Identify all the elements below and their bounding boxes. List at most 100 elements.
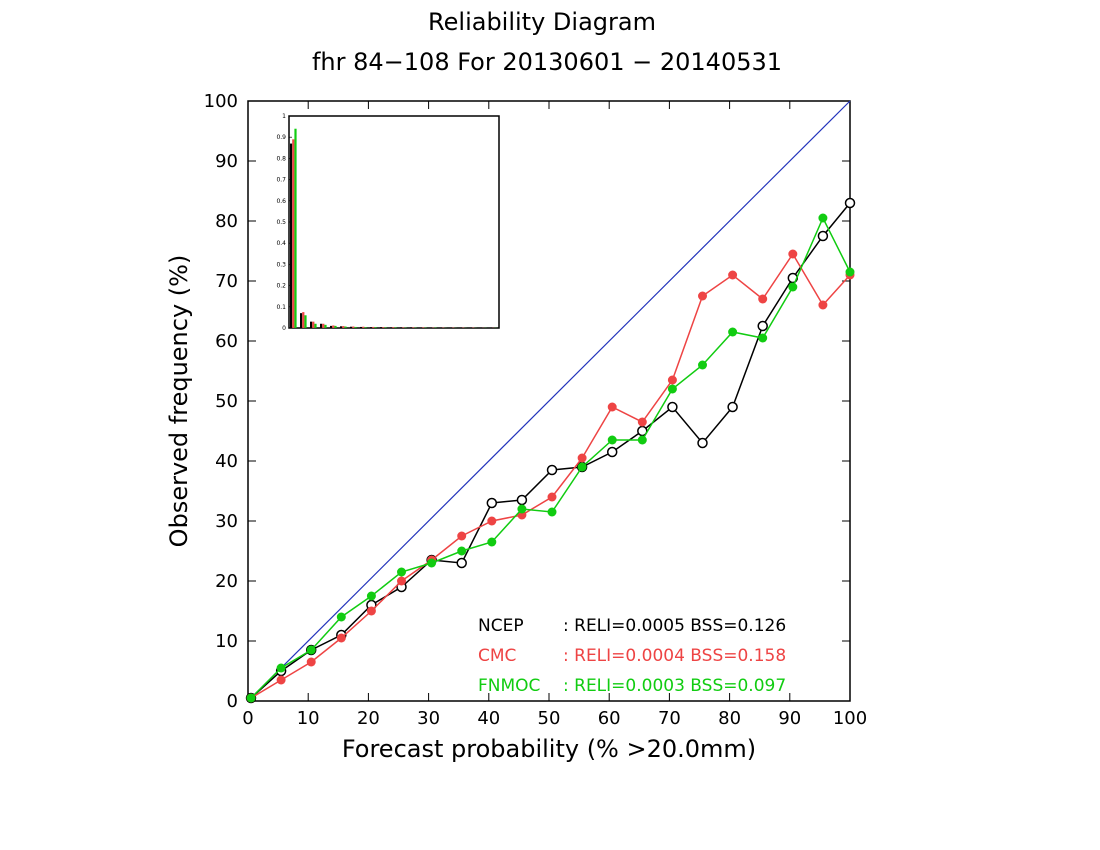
fnmoc-point	[547, 507, 557, 517]
inset-bar-ncep	[330, 325, 333, 328]
fnmoc-point	[366, 591, 376, 601]
inset-bar-fnmoc	[304, 315, 307, 328]
ncep-point	[757, 320, 768, 332]
inset-bar-cmc	[412, 327, 415, 328]
inset-bar-cmc	[392, 327, 395, 328]
ncep-point	[697, 437, 708, 449]
fnmoc-point	[336, 612, 346, 622]
inset-bar-cmc	[402, 327, 405, 328]
ncep-point	[727, 401, 738, 413]
inset-bar-fnmoc	[344, 326, 347, 328]
inset-bar-fnmoc	[294, 128, 297, 328]
y-tick-label: 10	[215, 631, 238, 652]
ncep-point	[516, 494, 528, 506]
fnmoc-point	[577, 462, 587, 472]
y-tick-label: 50	[215, 391, 238, 412]
cmc-point	[547, 492, 557, 502]
x-tick-label: 70	[658, 708, 681, 729]
legend: NCEP : RELI=0.0005 BSS=0.126 CMC : RELI=0.0…	[478, 616, 786, 696]
inset-bar-cmc	[422, 327, 425, 328]
inset-tick-label: 0	[282, 325, 286, 332]
inset-tick-label: 0.3	[276, 261, 286, 268]
legend-fnmoc-name: FNMOC	[478, 676, 540, 696]
inset-frame	[288, 115, 500, 329]
inset-bar-fnmoc	[364, 327, 367, 328]
x-tick-label: 100	[833, 708, 867, 729]
cmc-point	[336, 633, 346, 643]
inset-bar-ncep	[390, 327, 393, 328]
ncep-point	[546, 464, 558, 476]
inset-bar-ncep	[400, 327, 403, 328]
inset-tick-label: 0.7	[276, 177, 286, 184]
inset-bar-ncep	[340, 326, 343, 328]
cmc-point	[397, 576, 407, 586]
cmc-point	[698, 291, 708, 301]
cmc-point	[788, 249, 798, 259]
inset-tick-label: 0.5	[276, 219, 286, 226]
inset-bar-ncep	[360, 326, 363, 328]
cmc-point	[306, 657, 316, 667]
inset-bar-ncep	[310, 321, 313, 328]
inset-bar-ncep	[410, 327, 413, 328]
fnmoc-point	[788, 282, 798, 292]
inset-tick-label: 0.8	[276, 155, 286, 162]
inset-bar-ncep	[300, 313, 303, 328]
legend-ncep-name: NCEP	[478, 616, 524, 636]
inset-bar-cmc	[372, 326, 375, 328]
fnmoc-point	[607, 435, 617, 445]
ncep-point	[844, 197, 856, 209]
cmc-point	[758, 294, 768, 304]
legend-ncep-stats: : RELI=0.0005 BSS=0.126	[563, 616, 786, 636]
inset-bar-fnmoc	[384, 327, 387, 328]
inset-bar-cmc	[292, 139, 295, 328]
ncep-point	[667, 401, 678, 413]
fnmoc-point	[667, 384, 677, 394]
inset-tick-label: 1	[282, 113, 286, 120]
chart-title: Reliability Diagram	[428, 8, 656, 36]
inset-bar-cmc	[352, 326, 355, 328]
x-tick-label: 60	[598, 708, 621, 729]
fnmoc-point	[246, 693, 256, 703]
y-tick-label: 100	[204, 91, 238, 112]
inset-tick-label: 0.4	[276, 240, 286, 247]
fnmoc-point	[845, 267, 855, 277]
inset-bar-cmc	[382, 327, 385, 328]
x-tick-label: 90	[778, 708, 801, 729]
fnmoc-point	[487, 537, 497, 547]
legend-cmc-stats: : RELI=0.0004 BSS=0.158	[563, 646, 786, 666]
legend-cmc-name: CMC	[478, 646, 516, 666]
x-tick-label: 10	[297, 708, 320, 729]
y-tick-label: 60	[215, 331, 238, 352]
fnmoc-point	[457, 546, 467, 556]
fnmoc-point	[698, 360, 708, 370]
cmc-point	[667, 375, 677, 385]
x-tick-label: 50	[538, 708, 561, 729]
x-axis: 0 10 20 30 40 50 60 70 80 90 100	[242, 101, 867, 729]
fnmoc-point	[637, 435, 647, 445]
perfect-reliability-line	[247, 100, 851, 702]
x-tick-label: 30	[417, 708, 440, 729]
y-tick-label: 90	[215, 151, 238, 172]
inset-bar-cmc	[332, 325, 335, 328]
inset-bar-fnmoc	[334, 325, 337, 328]
inset-bar-ncep	[290, 143, 293, 328]
y-tick-label: 20	[215, 571, 238, 592]
fnmoc-point	[818, 213, 828, 223]
cmc-point	[728, 270, 738, 280]
fnmoc-point	[276, 663, 286, 673]
legend-fnmoc-stats: : RELI=0.0003 BSS=0.097	[563, 676, 786, 696]
inset-tick-label: 0.6	[276, 198, 286, 205]
fnmoc-point	[517, 504, 527, 514]
inset-bar-fnmoc	[314, 323, 317, 328]
series-layer	[245, 197, 856, 704]
fnmoc-point	[427, 558, 437, 568]
inset-bar-ncep	[370, 327, 373, 328]
x-tick-label: 0	[242, 708, 253, 729]
inset-bar-cmc	[342, 326, 345, 328]
inset-bar-ncep	[320, 323, 323, 328]
inset-tick-label: 0.1	[276, 304, 286, 311]
inset-tick-label: 0.9	[276, 134, 286, 141]
y-axis-label: Observed frequency (%)	[165, 255, 193, 548]
x-tick-label: 20	[357, 708, 380, 729]
x-tick-label: 80	[718, 708, 741, 729]
